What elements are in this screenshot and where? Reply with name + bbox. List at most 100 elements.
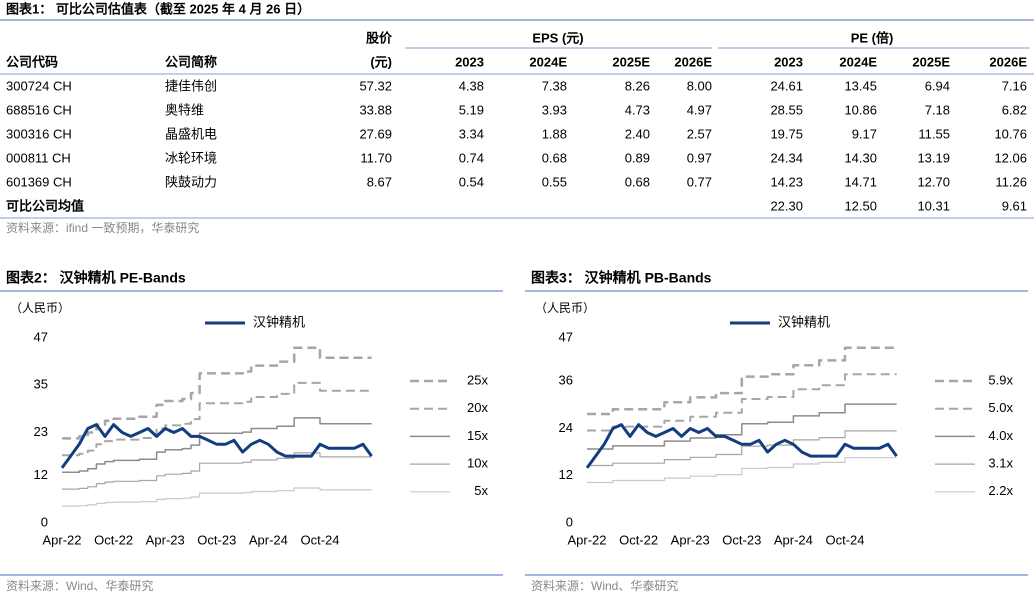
- legend-label: 汉钟精机: [778, 314, 830, 329]
- x-tick-label: Apr-23: [671, 532, 710, 547]
- table-cell: 5.19: [459, 102, 484, 117]
- header-cell: 2024E: [839, 54, 877, 69]
- header-cell: 2026E: [989, 54, 1027, 69]
- table-cell: 57.32: [359, 78, 392, 93]
- table-cell: 3.93: [542, 102, 567, 117]
- table-cell: 4.73: [625, 102, 650, 117]
- header-cell: 公司简称: [165, 54, 217, 69]
- x-tick-label: Oct-23: [197, 532, 236, 547]
- table-cell: 晶盛机电: [165, 126, 217, 141]
- y-tick-label: 0: [41, 514, 48, 529]
- table-cell: 7.18: [925, 102, 950, 117]
- y-tick-label: 12: [34, 467, 48, 482]
- table-cell: 14.23: [770, 174, 803, 189]
- table-cell: 0.54: [459, 174, 484, 189]
- table-cell: 33.88: [359, 102, 392, 117]
- header-group: EPS (元): [532, 30, 583, 45]
- table-cell: 24.61: [770, 78, 803, 93]
- header-cell: 公司代码: [6, 54, 58, 69]
- table-cell: 10.76: [994, 126, 1027, 141]
- x-tick-label: Oct-22: [94, 532, 133, 547]
- table-cell: 7.38: [542, 78, 567, 93]
- chart-source: 资料来源：Wind、华泰研究: [6, 578, 153, 593]
- x-tick-label: Apr-24: [774, 532, 813, 547]
- legend-label: 10x: [467, 456, 488, 471]
- table-cell: 8.00: [687, 78, 712, 93]
- table-cell: 9.17: [852, 126, 877, 141]
- legend-label: 5x: [474, 483, 488, 498]
- table-cell: 0.55: [542, 174, 567, 189]
- x-tick-label: Apr-22: [42, 532, 81, 547]
- average-cell: 9.61: [1002, 198, 1027, 213]
- header-cell: 2025E: [612, 54, 650, 69]
- table-cell: 24.34: [770, 150, 803, 165]
- x-tick-label: Apr-24: [249, 532, 288, 547]
- table-cell: 8.26: [625, 78, 650, 93]
- table-cell: 13.45: [844, 78, 877, 93]
- series-line: [60, 423, 373, 469]
- table-cell: 28.55: [770, 102, 803, 117]
- x-tick-label: Oct-23: [722, 532, 761, 547]
- header-group: 股价: [366, 30, 393, 45]
- table-cell: 0.89: [625, 150, 650, 165]
- table-cell: 10.86: [844, 102, 877, 117]
- legend-label: 汉钟精机: [253, 314, 305, 329]
- table-cell: 7.16: [1002, 78, 1027, 93]
- chart-source: 资料来源：Wind、华泰研究: [531, 578, 678, 593]
- table-cell: 2.40: [625, 126, 650, 141]
- y-axis-label: （人民币）: [10, 301, 70, 315]
- chart-title: 图表3： 汉钟精机 PB-Bands: [531, 270, 712, 286]
- table-cell: 0.74: [459, 150, 484, 165]
- header-cell: 2024E: [529, 54, 567, 69]
- table-cell: 4.38: [459, 78, 484, 93]
- table-cell: 19.75: [770, 126, 803, 141]
- y-tick-label: 47: [34, 329, 48, 344]
- average-cell: 10.31: [917, 198, 950, 213]
- series-line: [62, 487, 372, 507]
- y-tick-label: 24: [559, 420, 573, 435]
- y-tick-label: 36: [559, 373, 573, 388]
- series-line: [587, 403, 897, 450]
- table-cell: 捷佳伟创: [165, 78, 217, 93]
- table-cell: 0.97: [687, 150, 712, 165]
- legend-label: 4.0x: [988, 428, 1013, 443]
- table-cell: 2.57: [687, 126, 712, 141]
- table-cell: 11.26: [995, 174, 1027, 189]
- y-tick-label: 0: [566, 514, 573, 529]
- table-title: 图表1： 可比公司估值表（截至 2025 年 4 月 26 日）: [6, 1, 310, 16]
- legend-label: 5.9x: [988, 372, 1013, 387]
- average-cell: 22.30: [770, 198, 803, 213]
- table-cell: 11.55: [918, 126, 950, 141]
- table-cell: 601369 CH: [6, 174, 72, 189]
- legend-label: 5.0x: [988, 400, 1013, 415]
- y-tick-label: 47: [559, 329, 573, 344]
- table-cell: 300316 CH: [6, 126, 72, 141]
- x-tick-label: Apr-22: [567, 532, 606, 547]
- table-source: 资料来源：ifind 一致预期，华泰研究: [6, 220, 199, 235]
- series-line: [587, 346, 897, 416]
- header-cell: 2026E: [674, 54, 712, 69]
- table-cell: 12.70: [917, 174, 950, 189]
- series-line: [62, 346, 372, 440]
- table-cell: 冰轮环境: [165, 150, 217, 165]
- header-cell: 2023: [455, 54, 484, 69]
- table-cell: 奥特维: [165, 102, 204, 117]
- series-line: [62, 381, 372, 457]
- x-tick-label: Oct-22: [619, 532, 658, 547]
- table-cell: 0.68: [542, 150, 567, 165]
- table-cell: 13.19: [917, 150, 950, 165]
- table-cell: 3.34: [459, 126, 484, 141]
- x-tick-label: Oct-24: [300, 532, 339, 547]
- series-line: [62, 417, 372, 473]
- chart-title: 图表2： 汉钟精机 PE-Bands: [6, 270, 186, 286]
- legend-label: 20x: [467, 400, 488, 415]
- table-cell: 14.71: [844, 174, 877, 189]
- header-cell: (元): [370, 54, 392, 69]
- header-cell: 2023: [774, 54, 803, 69]
- series-line: [587, 457, 897, 484]
- table-cell: 000811 CH: [6, 150, 71, 165]
- table-cell: 300724 CH: [6, 78, 72, 93]
- series-line: [587, 430, 897, 467]
- table-cell: 27.69: [359, 126, 392, 141]
